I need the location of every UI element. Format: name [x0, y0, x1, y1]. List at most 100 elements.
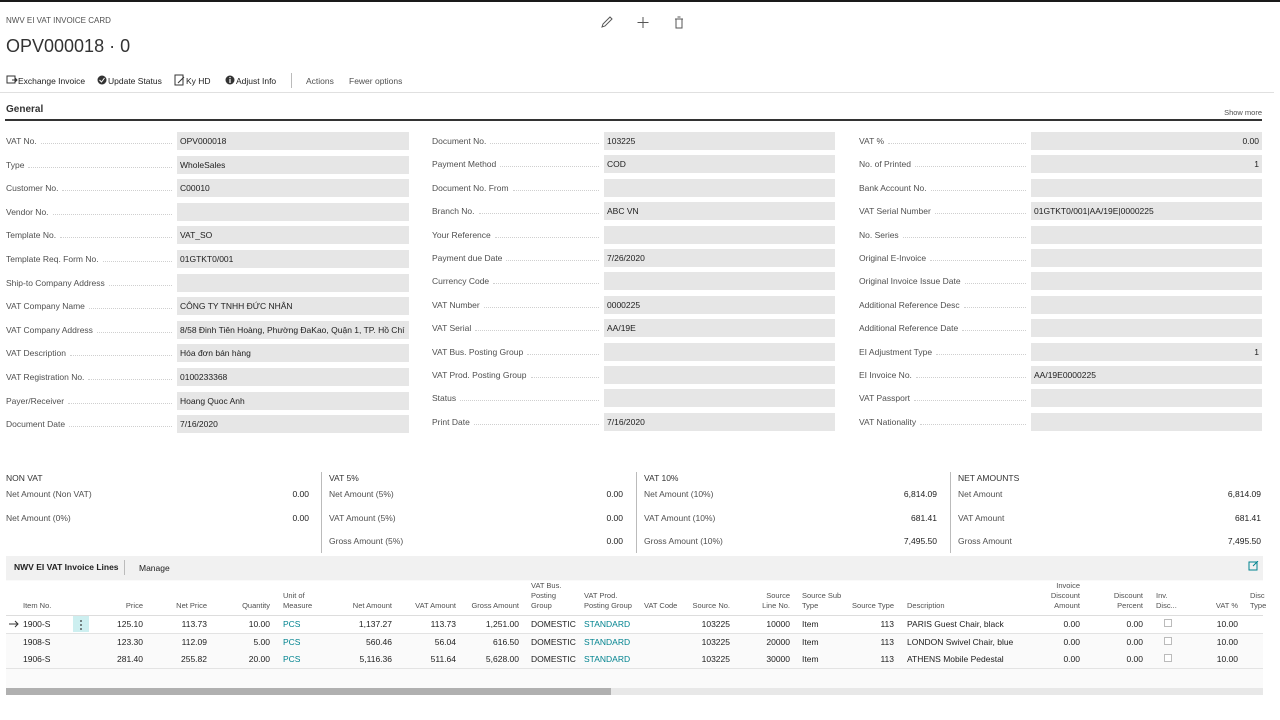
show-more[interactable]: Show more — [1224, 108, 1262, 117]
field-value: 1 — [1031, 342, 1262, 361]
cell: 5,628.00 — [485, 654, 519, 664]
field-value-text: AA/19E — [607, 323, 636, 334]
cell[interactable]: PCS — [283, 636, 301, 647]
cell: Item — [802, 619, 819, 629]
field-label: VAT Serial Number — [859, 206, 931, 217]
field-label: Original E-Invoice — [859, 253, 927, 263]
field-value-text: Hoang Quoc Anh — [180, 395, 245, 406]
lines-manage[interactable]: Manage — [139, 563, 170, 573]
field-label: Payer/Receiver — [6, 395, 65, 406]
totals-label: Gross Amount — [958, 536, 1012, 546]
cell: 113 — [880, 619, 894, 629]
field-value — [604, 178, 835, 197]
action-button[interactable]: Exchange Invoice — [18, 76, 86, 86]
field-leader — [60, 237, 172, 239]
cell: 255.82 — [181, 654, 207, 664]
cell: DOMESTIC — [531, 636, 576, 647]
field-leader — [930, 260, 1026, 261]
field-leader — [109, 284, 172, 286]
cell: 560.46 — [366, 636, 392, 647]
totals-value: 0.00 — [606, 512, 623, 523]
field-label: Template Req. Form No. — [6, 254, 99, 264]
field-leader — [89, 308, 172, 310]
row-menu[interactable] — [73, 616, 89, 632]
scrollbar — [6, 688, 1263, 695]
field-value-text: VAT_SO — [180, 230, 213, 241]
totals-label: VAT Amount (5%) — [329, 512, 396, 523]
column-header: Source No. — [692, 601, 730, 610]
field-label: Ship-to Company Address — [6, 277, 105, 288]
new-icon[interactable] — [637, 17, 649, 28]
row-checkbox[interactable] — [1164, 636, 1172, 645]
column-header: Source Type — [852, 601, 894, 610]
field-label: EI Adjustment Type — [859, 346, 933, 357]
totals-label: Net Amount (5%) — [329, 489, 394, 499]
field-label: VAT Prod. Posting Group — [432, 370, 527, 380]
action-button[interactable]: Ky HD — [186, 76, 211, 86]
field-value: 7/16/2020 — [177, 415, 409, 434]
field-leader — [500, 166, 599, 168]
totals-value: 0.00 — [606, 536, 623, 546]
header-icons — [601, 16, 683, 29]
top-border — [0, 0, 1280, 2]
totals-divider — [950, 472, 951, 553]
field-value — [1031, 249, 1262, 267]
field-leader — [28, 166, 172, 168]
cell: 0.00 — [1126, 619, 1143, 629]
column-header: Description — [907, 601, 945, 610]
field-value: AA/19E — [604, 319, 835, 338]
cell: 10.00 — [1216, 636, 1238, 647]
totals-label: Net Amount — [958, 489, 1003, 499]
field-value-text: 7/16/2020 — [607, 416, 645, 427]
field-leader — [506, 260, 599, 261]
field-leader — [70, 355, 172, 357]
field-leader — [531, 377, 599, 378]
action-button[interactable]: Fewer options — [349, 76, 403, 86]
action-icon — [6, 75, 18, 84]
field-value — [604, 225, 835, 244]
column-header: VAT Amount — [415, 601, 456, 610]
lines-tab[interactable]: NWV EI VAT Invoice Lines — [14, 562, 119, 572]
action-button[interactable]: Adjust Info — [236, 76, 277, 86]
field-label: VAT Passport — [859, 393, 911, 404]
field-value: 103225 — [604, 132, 835, 150]
row-checkbox[interactable] — [1164, 619, 1172, 627]
column-header: VAT Bus. Posting Group — [531, 581, 562, 610]
column-header: Item No. — [23, 601, 52, 610]
action-button[interactable]: Update Status — [108, 76, 162, 86]
column-header: Source Sub Type — [802, 591, 842, 610]
cell: Item — [802, 636, 819, 647]
cell[interactable]: PCS — [283, 654, 301, 664]
field-leader — [490, 143, 599, 144]
scrollbar-thumb[interactable] — [6, 688, 611, 695]
field-leader — [513, 189, 599, 191]
cell[interactable]: STANDARD — [584, 619, 631, 629]
cell: 0.00 — [1063, 619, 1080, 629]
cell: 1,137.27 — [358, 619, 392, 629]
field-value — [1031, 412, 1262, 431]
field-value-text: 0100233368 — [180, 372, 228, 382]
row-menu-dots — [80, 620, 82, 630]
field-label: Branch No. — [432, 206, 475, 217]
field-value-text: 7/16/2020 — [180, 419, 218, 430]
field-value: OPV000018 — [177, 132, 409, 150]
cell: 0.00 — [1063, 636, 1080, 647]
row-checkbox[interactable] — [1164, 654, 1172, 662]
action-button[interactable]: Actions — [306, 76, 334, 86]
cell[interactable]: STANDARD — [584, 654, 631, 664]
totals-value: 681.41 — [1235, 512, 1261, 523]
column-header: Discount Percent — [1113, 591, 1143, 610]
field-value: ABC VN — [604, 202, 835, 221]
column-header: Net Amount — [352, 601, 392, 610]
field-label: VAT Company Address — [6, 324, 93, 335]
edit-icon[interactable] — [601, 16, 613, 28]
cell[interactable]: STANDARD — [584, 636, 631, 647]
cell[interactable]: PCS — [283, 619, 301, 629]
totals-label: Net Amount (0%) — [6, 512, 71, 523]
totals-divider — [636, 472, 637, 553]
field-leader — [964, 306, 1026, 308]
row-bg — [6, 651, 1263, 669]
delete-icon[interactable] — [675, 16, 683, 29]
cell: PARIS Guest Chair, black — [907, 619, 1004, 629]
field-label: Payment due Date — [432, 253, 503, 263]
